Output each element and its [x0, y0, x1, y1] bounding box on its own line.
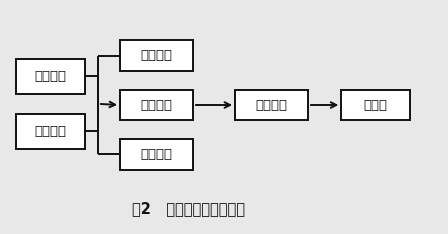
Text: 前置放大: 前置放大: [141, 99, 172, 112]
Bar: [120, 139, 193, 170]
Bar: [235, 90, 308, 121]
Bar: [120, 40, 193, 71]
Text: 功率放大: 功率放大: [255, 99, 288, 112]
Text: 伺服阀: 伺服阀: [363, 99, 388, 112]
Text: 限流电路: 限流电路: [141, 148, 172, 161]
Text: 调零电路: 调零电路: [141, 49, 172, 62]
Bar: [120, 90, 193, 121]
Text: 指令信号: 指令信号: [34, 70, 66, 83]
Bar: [341, 90, 410, 121]
Bar: [16, 113, 85, 149]
Bar: [16, 59, 85, 94]
Text: 反馈信号: 反馈信号: [34, 125, 66, 138]
Text: 图2   伺服放大器结构框图: 图2 伺服放大器结构框图: [132, 201, 245, 216]
